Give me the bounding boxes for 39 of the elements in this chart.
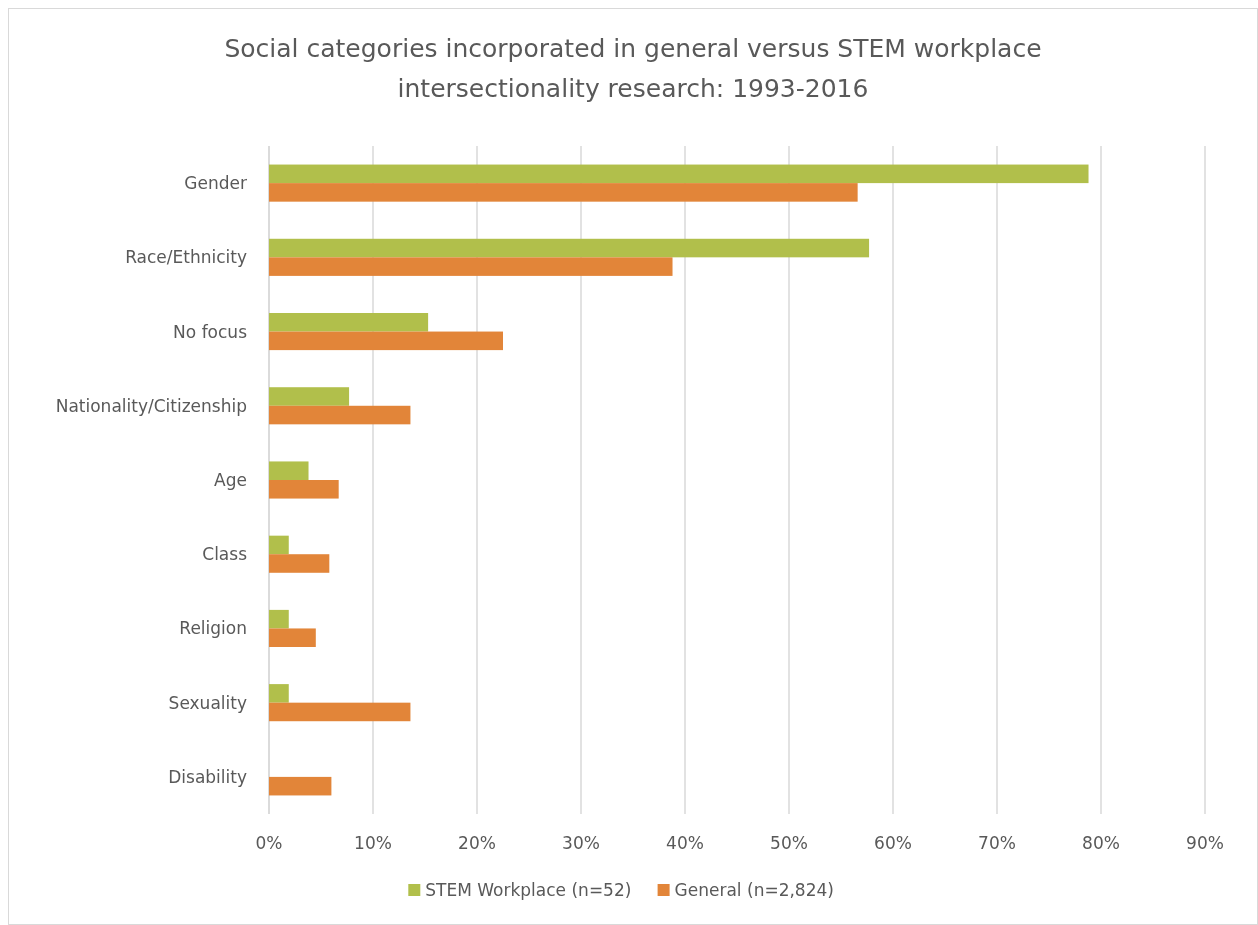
- bar: [269, 183, 858, 202]
- bar: [269, 387, 350, 406]
- x-tick-label: 10%: [354, 833, 392, 853]
- bar: [269, 684, 289, 703]
- bar: [269, 535, 289, 555]
- x-tick-label: 50%: [770, 833, 808, 853]
- bar: [269, 609, 289, 629]
- bar: [269, 776, 332, 796]
- y-tick-label: No focus: [173, 321, 248, 342]
- legend-label: General (n=2,824): [674, 880, 834, 900]
- y-tick-label: Religion: [179, 618, 247, 639]
- x-tick-label: 80%: [1082, 833, 1120, 853]
- y-tick-label: Gender: [184, 173, 247, 194]
- x-tick-label: 20%: [458, 833, 496, 853]
- y-tick-label: Age: [214, 470, 247, 490]
- x-tick-label: 0%: [255, 833, 283, 853]
- bar: [269, 257, 673, 276]
- x-tick-label: 30%: [562, 833, 600, 853]
- bar: [269, 331, 503, 351]
- chart-title: Social categories incorporated in general versus STEM workplace intersectionality research: 1993-2016: [224, 34, 1042, 103]
- x-tick-label: 70%: [978, 833, 1016, 853]
- bar: [269, 480, 339, 499]
- legend-label: STEM Workplace (n=52): [425, 880, 632, 900]
- bar: [269, 554, 330, 573]
- y-tick-label: Disability: [168, 766, 247, 787]
- bar: [269, 702, 411, 722]
- bar: [269, 238, 870, 258]
- y-tick-label: Class: [202, 544, 248, 565]
- bar: [269, 628, 316, 647]
- y-tick-label: Sexuality: [168, 692, 247, 713]
- bar: [269, 405, 411, 425]
- bar: [269, 461, 309, 480]
- y-tick-label: Nationality/Citizenship: [55, 395, 247, 416]
- x-tick-label: 90%: [1186, 833, 1224, 853]
- y-tick-label: Race/Ethnicity: [125, 247, 247, 268]
- x-tick-label: 60%: [874, 833, 912, 853]
- bar: [269, 164, 1089, 184]
- x-tick-label: 40%: [666, 833, 704, 853]
- bar: [269, 313, 429, 332]
